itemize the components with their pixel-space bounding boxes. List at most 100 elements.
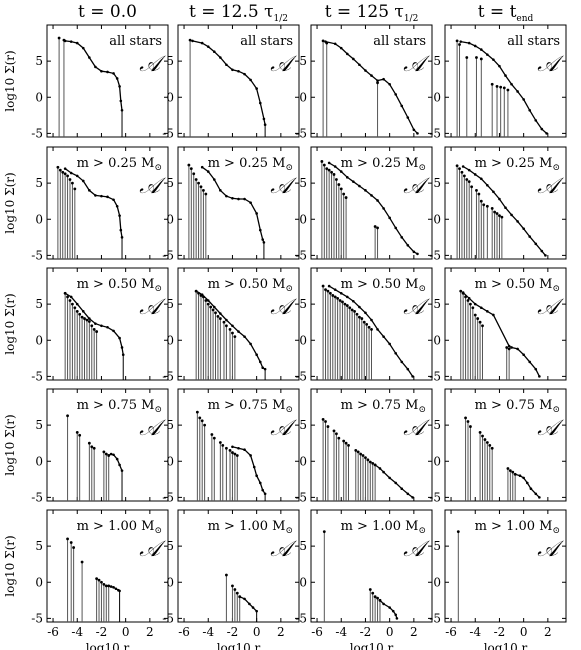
data-point [339,187,343,191]
data-point [540,249,544,253]
data-point [466,420,470,423]
data-point [322,163,326,167]
solar-mass-symbol: ⊙ [552,405,560,415]
data-point [480,48,483,51]
data-point [231,197,234,200]
data-point [481,324,484,328]
data-point [69,295,73,299]
data-point [513,472,517,476]
panel-annotation: m > 0.50 M⊙ [341,277,426,294]
data-point [90,324,94,328]
data-point [490,446,494,450]
y-axis-label: log10 Σ(r) [3,172,17,233]
y-tick-label: 5 [433,297,441,311]
data-point [248,602,251,606]
y-tick-label: -5 [162,490,174,504]
series-line [64,168,123,238]
data-point [341,300,344,304]
y-tick-label: 0 [299,333,307,347]
annotation-label: m > 0.50 M [341,277,419,292]
data-point [466,299,470,302]
panel: -5 0 5 m > 0.75 M⊙𝒜 [429,388,567,504]
x-axis-label: log10 r [86,641,130,650]
panel: -5 0 5 all stars 𝒜 [295,24,433,140]
data-point [83,317,86,320]
data-point [194,289,198,293]
data-point [233,335,237,339]
data-point [485,204,489,208]
data-point [233,588,237,591]
column-title-sub: end [516,14,533,24]
y-tick-label: -5 [162,126,174,140]
data-point [88,56,91,59]
data-point [218,441,222,444]
data-point [365,322,369,326]
column-title: t = 125 τ1/2 [325,2,419,24]
data-point [231,331,234,335]
y-tick-label: 0 [433,454,441,468]
data-point [262,117,266,121]
x-tick-label: 0 [386,625,394,639]
column-title-main: t = 125 τ [325,2,404,22]
data-point [395,617,399,620]
panel: -5 0 5 m > 0.25 M⊙𝒜 [429,146,567,262]
panel-frame [177,146,300,260]
solar-mass-symbol: ⊙ [285,163,293,173]
data-point [321,284,325,288]
x-tick-label: 0 [122,625,130,639]
data-point [507,347,511,351]
data-point [480,306,483,310]
data-point [499,85,503,89]
data-point [237,69,240,73]
data-point [102,450,106,454]
x-tick-label: 2 [146,625,154,639]
panel: -5 0 5 m > 0.75 M⊙𝒜 [31,388,169,504]
data-point [200,419,204,423]
data-point [69,171,73,175]
data-point [63,172,67,176]
y-tick-label: 5 [299,176,307,190]
y-tick-label: 0 [166,575,174,589]
y-tick-label: 5 [166,539,174,553]
data-point [192,172,196,176]
y-tick-label: 0 [166,212,174,226]
data-point [344,441,348,445]
column-title-main: t = 0.0 [78,2,137,22]
data-point [225,324,228,328]
data-point [118,463,121,467]
data-point [406,492,410,496]
data-point [78,312,82,316]
data-point [528,360,531,364]
y-tick-label: -5 [162,369,174,383]
data-point [522,476,525,480]
data-point [518,474,522,478]
data-point [322,530,326,534]
model-tag: 𝒜 [537,174,564,199]
data-point [80,560,84,564]
data-point [233,452,237,456]
panel: -5 0 5 m > 0.25 M⊙𝒜 [162,146,300,262]
y-tick-label: -5 [429,611,441,625]
panel-annotation: m > 0.75 M⊙ [341,398,426,415]
data-point [346,295,349,299]
data-point [198,416,202,420]
data-point [115,77,119,80]
data-point [510,213,513,217]
data-point [225,194,228,198]
column-title: t = 0.0 [78,2,137,22]
data-point [352,180,355,183]
data-point [100,580,103,584]
data-point [94,65,97,69]
y-tick-label: 0 [299,575,307,589]
data-point [63,39,67,43]
data-point [534,492,538,496]
data-point [473,313,477,317]
model-tag: 𝒜 [270,416,297,441]
data-point [370,74,373,77]
panel: -5 0 5 m > 0.25 M⊙𝒜 [295,146,433,262]
data-point [406,367,410,371]
data-point [394,226,398,230]
data-point [95,330,99,333]
x-axis-label: log10 r [217,641,261,650]
